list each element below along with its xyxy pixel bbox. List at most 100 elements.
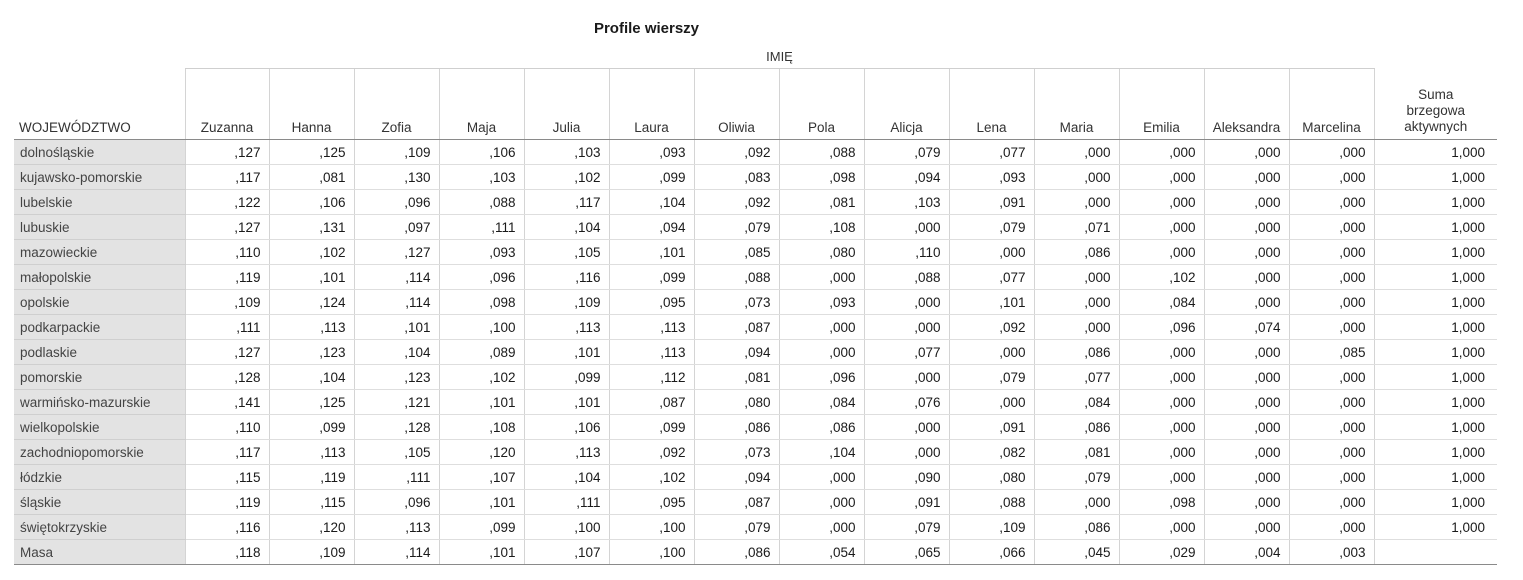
sum-header-line: Suma	[1418, 87, 1454, 102]
row-label: podlaskie	[14, 339, 185, 365]
column-header: Emilia	[1118, 68, 1204, 140]
column-group-label: IMIĘ	[185, 45, 1374, 69]
table-cell: ,102	[268, 239, 354, 265]
table-cell: ,101	[438, 539, 524, 565]
table-cell: ,082	[948, 439, 1034, 465]
table-cell: ,000	[1033, 189, 1119, 215]
table-cell: ,113	[608, 339, 694, 365]
table-row: kujawsko-pomorskie ,117,081,130,103,102,0…	[14, 164, 1497, 190]
table-cell: ,106	[523, 414, 609, 440]
table-cell: ,086	[778, 414, 864, 440]
table-cell: ,096	[1118, 314, 1204, 340]
table-cell: ,094	[693, 339, 779, 365]
table-cell: ,079	[948, 214, 1034, 240]
table-cell: ,079	[693, 514, 779, 540]
table-cell: ,000	[1203, 289, 1289, 315]
row-label: warmińsko-mazurskie	[14, 389, 185, 415]
table-cell: ,092	[608, 439, 694, 465]
table-cell: ,099	[523, 364, 609, 390]
table-cell: ,090	[863, 464, 949, 490]
table-cell: ,000	[1288, 214, 1374, 240]
table-cell: ,000	[1288, 389, 1374, 415]
table-cell: ,094	[863, 164, 949, 190]
column-header: Hanna	[268, 68, 354, 140]
table-cell: ,080	[693, 389, 779, 415]
table-cell: ,000	[1033, 489, 1119, 515]
table-cell: ,124	[268, 289, 354, 315]
table-cell: ,092	[948, 314, 1034, 340]
table-cell: ,000	[863, 314, 949, 340]
table-cell: ,099	[268, 414, 354, 440]
table-cell: ,098	[778, 164, 864, 190]
row-label: pomorskie	[14, 364, 185, 390]
table-cell: ,103	[863, 189, 949, 215]
table-cell: ,099	[608, 264, 694, 290]
table-cell: ,112	[608, 364, 694, 390]
table-cell: ,000	[863, 414, 949, 440]
table-row: podkarpackie ,111,113,101,100,113,113,087…	[14, 314, 1497, 340]
table-cell: ,000	[1203, 389, 1289, 415]
table-cell: ,091	[948, 189, 1034, 215]
table-cell: ,117	[523, 189, 609, 215]
table-cell: ,000	[1203, 214, 1289, 240]
header-corner	[14, 45, 185, 69]
table-cell: ,071	[1033, 214, 1119, 240]
table-title: Profile wierszy	[593, 20, 700, 37]
table-cell: ,000	[778, 514, 864, 540]
table-cell: ,101	[438, 489, 524, 515]
table-cell: ,054	[778, 539, 864, 565]
table-row: Masa ,118,109,114,101,107,100,086,054,065…	[14, 539, 1497, 565]
table-cell: ,000	[1118, 389, 1204, 415]
table-cell: ,111	[184, 314, 269, 340]
table-cell: ,000	[1203, 164, 1289, 190]
sum-cell: 1,000	[1373, 289, 1497, 315]
table-cell: ,141	[184, 389, 269, 415]
column-header: Maja	[438, 68, 524, 140]
table-cell: ,045	[1033, 539, 1119, 565]
table-cell: ,104	[268, 364, 354, 390]
table-cell: ,111	[523, 489, 609, 515]
table-cell: ,103	[523, 139, 609, 165]
table-cell: ,029	[1118, 539, 1204, 565]
table-cell: ,000	[1033, 314, 1119, 340]
table-cell: ,093	[778, 289, 864, 315]
table-cell: ,093	[608, 139, 694, 165]
sum-cell: 1,000	[1373, 164, 1497, 190]
table-cell: ,074	[1203, 314, 1289, 340]
sum-cell: 1,000	[1373, 414, 1497, 440]
table-cell: ,113	[523, 439, 609, 465]
row-label: opolskie	[14, 289, 185, 315]
table-cell: ,000	[1203, 264, 1289, 290]
sum-cell: 1,000	[1373, 264, 1497, 290]
column-header-row: WOJEWÓDZTWO Zuzanna Hanna Zofia Maja Julia La…	[14, 68, 1497, 140]
table-cell: ,113	[608, 314, 694, 340]
sum-cell: 1,000	[1373, 339, 1497, 365]
table-cell: ,000	[948, 389, 1034, 415]
table-cell: ,000	[1118, 214, 1204, 240]
table-cell: ,081	[778, 189, 864, 215]
table-cell: ,077	[1033, 364, 1119, 390]
table-cell: ,122	[184, 189, 269, 215]
table-cell: ,086	[1033, 339, 1119, 365]
table-cell: ,123	[353, 364, 439, 390]
table-cell: ,102	[523, 164, 609, 190]
table-cell: ,102	[438, 364, 524, 390]
table-cell: ,088	[693, 264, 779, 290]
table-row: zachodniopomorskie ,117,113,105,120,113,0…	[14, 439, 1497, 465]
table-cell: ,000	[1288, 364, 1374, 390]
table-cell: ,103	[438, 164, 524, 190]
table-cell: ,110	[184, 239, 269, 265]
table-row: lubuskie ,127,131,097,111,104,094,079,108…	[14, 214, 1497, 240]
table-cell: ,080	[948, 464, 1034, 490]
table-cell: ,101	[268, 264, 354, 290]
table-cell: ,109	[268, 539, 354, 565]
column-header: Maria	[1033, 68, 1119, 140]
table-cell: ,000	[1288, 464, 1374, 490]
table-cell: ,115	[184, 464, 269, 490]
table-cell: ,084	[1033, 389, 1119, 415]
table-cell: ,000	[1203, 339, 1289, 365]
row-label: małopolskie	[14, 264, 185, 290]
table-cell: ,086	[693, 539, 779, 565]
table-cell: ,099	[608, 164, 694, 190]
table-cell: ,120	[268, 514, 354, 540]
